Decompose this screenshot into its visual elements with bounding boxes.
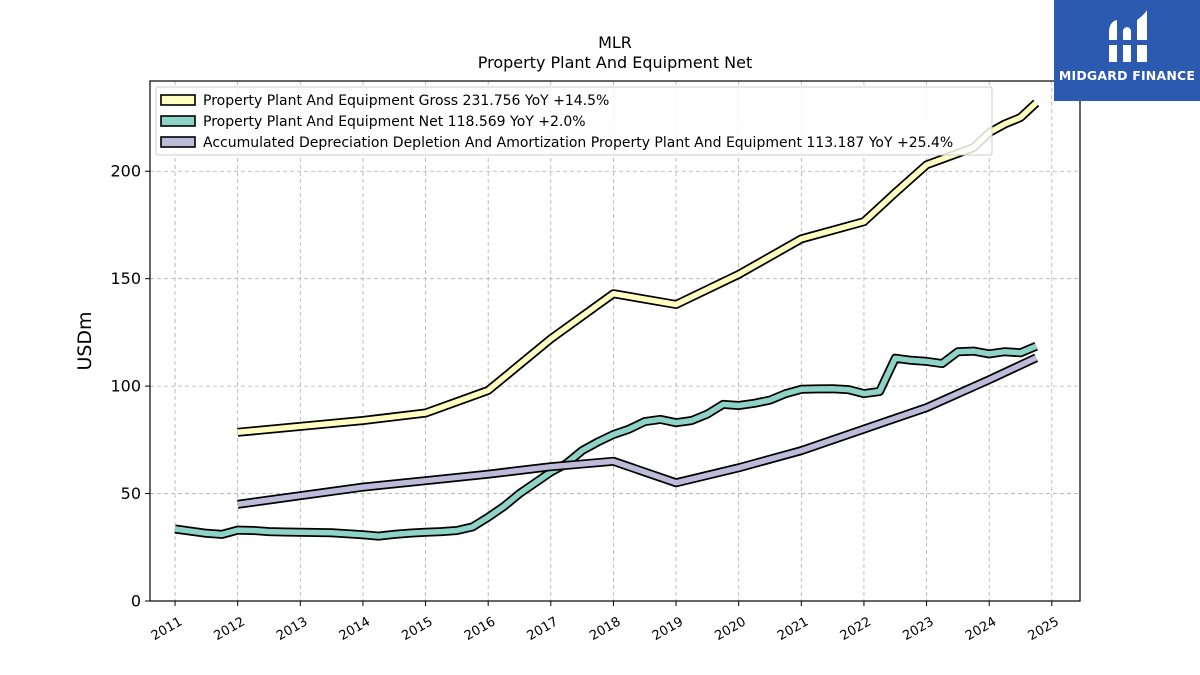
x-tick-label: 2011: [149, 614, 185, 644]
x-tick-label: 2024: [963, 614, 999, 644]
x-tick-label: 2023: [900, 614, 936, 644]
chart-title: MLR: [598, 33, 632, 52]
series-line-1: [174, 343, 1038, 539]
legend-entry-1: Property Plant And Equipment Net 118.569…: [203, 114, 586, 130]
y-axis-label: USDm: [74, 311, 96, 370]
series-line-0: [237, 100, 1039, 436]
x-tick-label: 2025: [1026, 614, 1062, 644]
y-tick-label: 150: [110, 269, 141, 288]
series-layer: [174, 99, 1040, 541]
x-tick-label: 2017: [525, 614, 561, 644]
axes: [149, 80, 1081, 602]
legend-swatch-2: [160, 136, 196, 148]
x-tick-label: 2022: [838, 614, 874, 644]
x-tick-label: 2019: [650, 614, 686, 644]
grid: [150, 81, 1080, 602]
series-line-2: [237, 355, 1038, 508]
legend-entry-2: Accumulated Depreciation Depletion And A…: [203, 135, 953, 151]
x-tick-label: 2012: [212, 614, 248, 644]
brand-mark-icon: [1109, 10, 1147, 62]
x-tick-label: 2020: [713, 614, 749, 644]
y-tick-label: 0: [131, 592, 141, 611]
x-tick-label: 2014: [337, 614, 373, 644]
y-tick-label: 200: [110, 162, 141, 181]
x-tick-label: 2013: [274, 614, 310, 644]
legend-swatch-1: [160, 115, 196, 127]
legend-swatch-0: [160, 94, 196, 106]
brand-name: MIDGARD FINANCE: [1058, 68, 1196, 83]
y-axis-ticks: 0 50 100 150 200: [110, 162, 150, 611]
x-tick-label: 2021: [775, 614, 811, 644]
series-outline-2: [237, 353, 1039, 509]
x-tick-label: 2015: [399, 614, 435, 644]
x-tick-label: 2018: [587, 614, 623, 644]
x-tick-label: 2016: [462, 614, 498, 644]
x-axis-ticks: 2011 2012 2013 2014 2015 2016 2017 2018 2019 2020…: [149, 601, 1062, 644]
plot-frame: [149, 80, 1081, 602]
y-tick-label: 100: [110, 377, 141, 396]
legend: Property Plant And Equipment Gross 231.7…: [155, 86, 993, 156]
legend-box: [155, 86, 993, 156]
legend-entry-0: Property Plant And Equipment Gross 231.7…: [203, 93, 609, 109]
chart-subtitle: Property Plant And Equipment Net: [478, 53, 753, 72]
y-tick-label: 50: [121, 484, 141, 503]
